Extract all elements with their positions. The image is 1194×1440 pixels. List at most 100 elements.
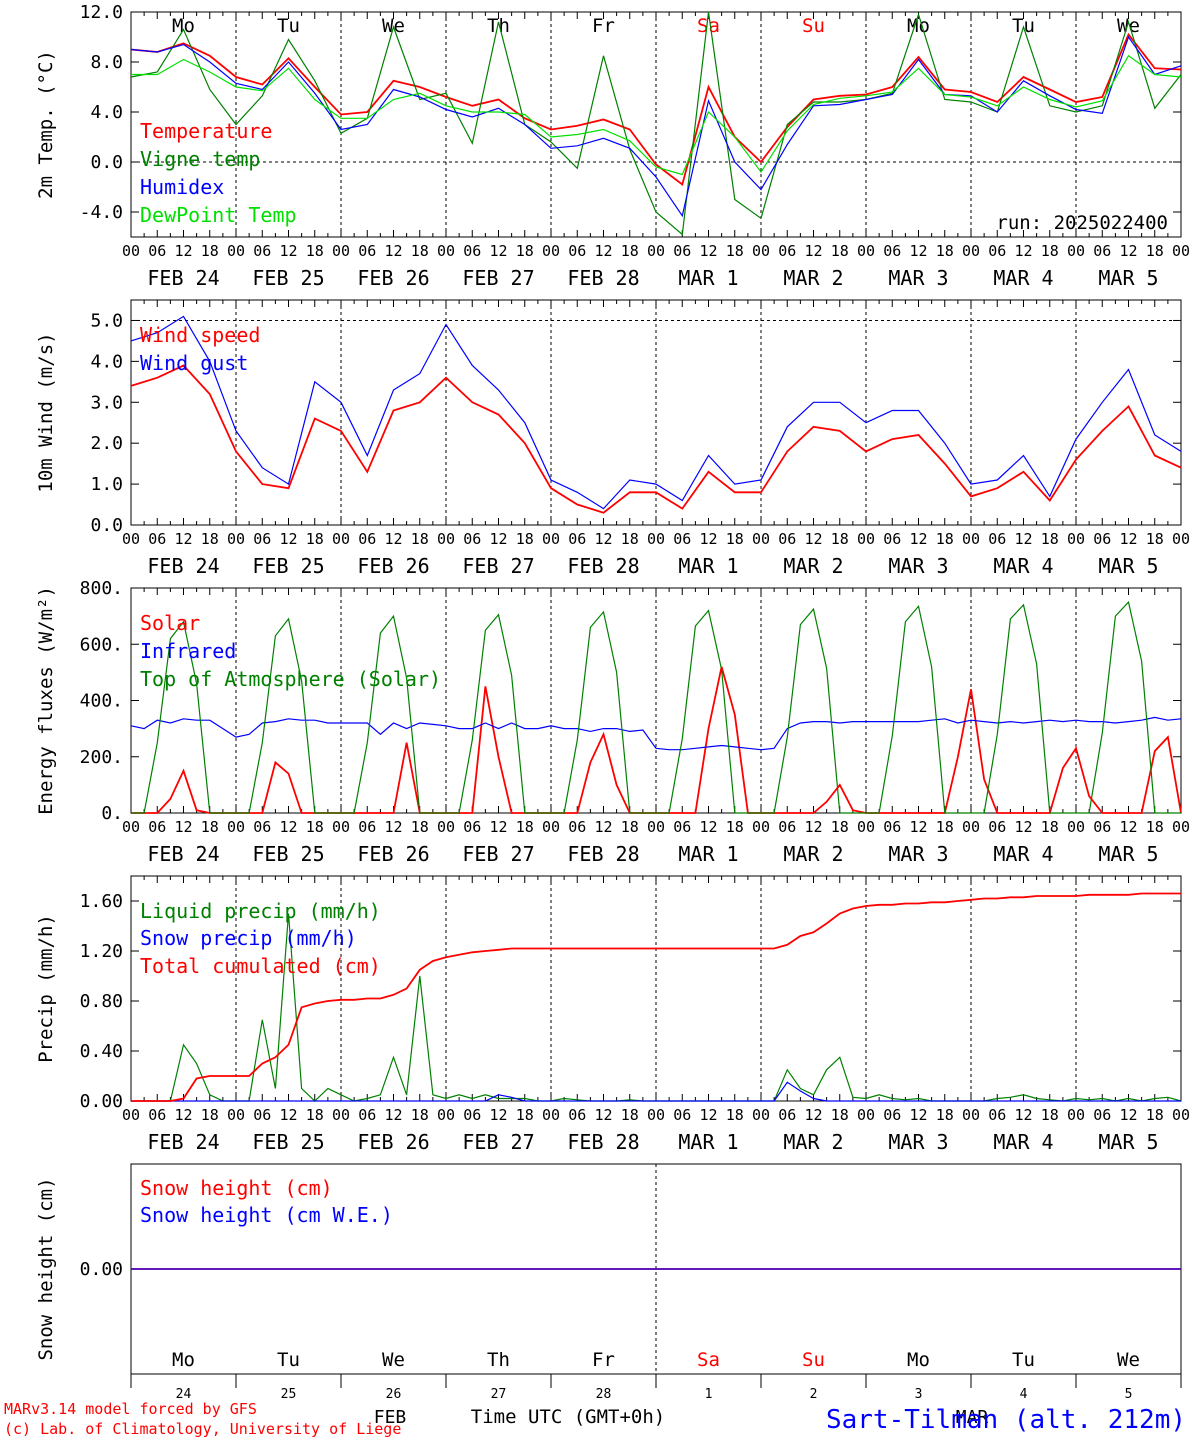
- hour-label: 06: [253, 530, 271, 548]
- legend-entry: Humidex: [140, 175, 224, 199]
- y-axis-label: 2m Temp. (°C): [35, 50, 57, 199]
- date-label: MAR 3: [888, 554, 948, 578]
- date-label: MAR 2: [783, 266, 843, 290]
- hour-label: 00: [542, 818, 560, 836]
- time-axis-label: Time UTC (GMT+0h): [471, 1406, 665, 1428]
- series-line: [130, 315, 1182, 510]
- hour-label: 18: [936, 242, 954, 260]
- hour-label: 00: [1172, 242, 1190, 260]
- hour-label: 00: [857, 818, 875, 836]
- hour-label: 06: [673, 1106, 691, 1124]
- hour-label: 00: [962, 530, 980, 548]
- hour-label: 12: [384, 530, 402, 548]
- weekday-label: We: [382, 1349, 405, 1371]
- y-tick-label: -4.0: [80, 202, 123, 223]
- day-number: 27: [491, 1387, 507, 1402]
- hour-label: 06: [1093, 818, 1111, 836]
- hour-label: 06: [463, 818, 481, 836]
- hour-label: 06: [148, 1106, 166, 1124]
- hour-label: 06: [988, 818, 1006, 836]
- day-number: 26: [386, 1387, 402, 1402]
- hour-label: 06: [673, 530, 691, 548]
- y-axis-label: Energy fluxes (W/m²): [35, 586, 57, 815]
- weekday-label: Mo: [907, 1349, 930, 1371]
- hour-label: 18: [831, 242, 849, 260]
- series-line: [131, 1081, 1181, 1102]
- hour-label: 12: [489, 1106, 507, 1124]
- date-label: MAR 1: [678, 554, 738, 578]
- hour-label: 00: [542, 1106, 560, 1124]
- hour-label: 06: [1093, 530, 1111, 548]
- y-tick-label: 1.0: [90, 474, 123, 495]
- hour-label: 18: [936, 818, 954, 836]
- hour-label: 00: [1172, 818, 1190, 836]
- weekday-label: Su: [802, 1349, 825, 1371]
- hour-label: 00: [1067, 242, 1085, 260]
- date-label: MAR 3: [888, 1130, 948, 1154]
- date-label: MAR 1: [678, 266, 738, 290]
- hour-label: 12: [279, 242, 297, 260]
- hour-label: 00: [1067, 1106, 1085, 1124]
- hour-label: 18: [726, 818, 744, 836]
- hour-label: 00: [332, 242, 350, 260]
- hour-label: 06: [673, 818, 691, 836]
- weekday-label: Sa: [697, 1349, 720, 1371]
- weekday-label: Th: [487, 1349, 510, 1371]
- legend-entry: Temperature: [140, 119, 272, 143]
- footer: 24 25 26 27 28 1 2 3 4 5 FEB Time UTC (GMT+0h) MAR MA…: [4, 1387, 1186, 1438]
- hour-label: 12: [174, 530, 192, 548]
- hour-label: 06: [253, 818, 271, 836]
- weekday-label: Tu: [277, 15, 300, 37]
- day-number: 4: [1020, 1387, 1028, 1402]
- legend-entry: DewPoint Temp: [140, 203, 297, 227]
- date-label: MAR 4: [993, 842, 1053, 866]
- series-line: [130, 32, 1182, 187]
- date-label: MAR 4: [993, 554, 1053, 578]
- hour-label: 06: [883, 1106, 901, 1124]
- date-label: FEB 24: [147, 554, 219, 578]
- hour-label: 06: [463, 530, 481, 548]
- panel-0: 00 06 12 18 00 06 12 18 00 06 12 18 00 06 12 18 00 06 12 18…: [35, 2, 1190, 290]
- date-label: MAR 2: [783, 842, 843, 866]
- y-tick-label: 5.0: [90, 310, 123, 331]
- y-tick-label: 1.20: [80, 941, 123, 962]
- hour-label: 12: [1119, 242, 1137, 260]
- legend-entry: Infrared: [140, 639, 236, 663]
- series-line: [130, 35, 1182, 218]
- hour-label: 06: [253, 1106, 271, 1124]
- hour-label: 06: [988, 1106, 1006, 1124]
- hour-label: 12: [279, 818, 297, 836]
- hour-label: 00: [437, 530, 455, 548]
- date-label: FEB 28: [567, 842, 639, 866]
- hour-label: 18: [1146, 242, 1164, 260]
- hour-label: 06: [358, 530, 376, 548]
- hour-label: 00: [962, 818, 980, 836]
- hour-label: 12: [804, 242, 822, 260]
- hour-label: 00: [122, 818, 140, 836]
- weekday-label: Fr: [592, 15, 615, 37]
- hour-label: 06: [148, 242, 166, 260]
- hour-label: 06: [778, 818, 796, 836]
- hour-label: 00: [122, 1106, 140, 1124]
- hour-label: 00: [647, 818, 665, 836]
- date-label: MAR 1: [678, 842, 738, 866]
- y-axis-label: Precip (mm/h): [35, 914, 57, 1063]
- lab-credit: (c) Lab. of Climatology, University of L…: [4, 1420, 401, 1438]
- date-label: FEB 28: [567, 1130, 639, 1154]
- date-label: FEB 25: [252, 266, 324, 290]
- y-tick-label: 0.80: [80, 991, 123, 1012]
- hour-label: 12: [909, 1106, 927, 1124]
- date-label: MAR 2: [783, 1130, 843, 1154]
- hour-label: 12: [1014, 242, 1032, 260]
- date-label: FEB 28: [567, 266, 639, 290]
- hour-label: 00: [122, 530, 140, 548]
- hour-label: 12: [594, 242, 612, 260]
- y-tick-label: 1.60: [80, 891, 123, 912]
- weekday-label: Su: [802, 15, 825, 37]
- date-label: FEB 28: [567, 554, 639, 578]
- hour-label: 06: [568, 1106, 586, 1124]
- panel-1: 00 06 12 18 00 06 12 18 00 06 12 18 00 06 12 18 00 06 12 18…: [35, 299, 1190, 578]
- hour-label: 18: [516, 818, 534, 836]
- hour-label: 18: [621, 1106, 639, 1124]
